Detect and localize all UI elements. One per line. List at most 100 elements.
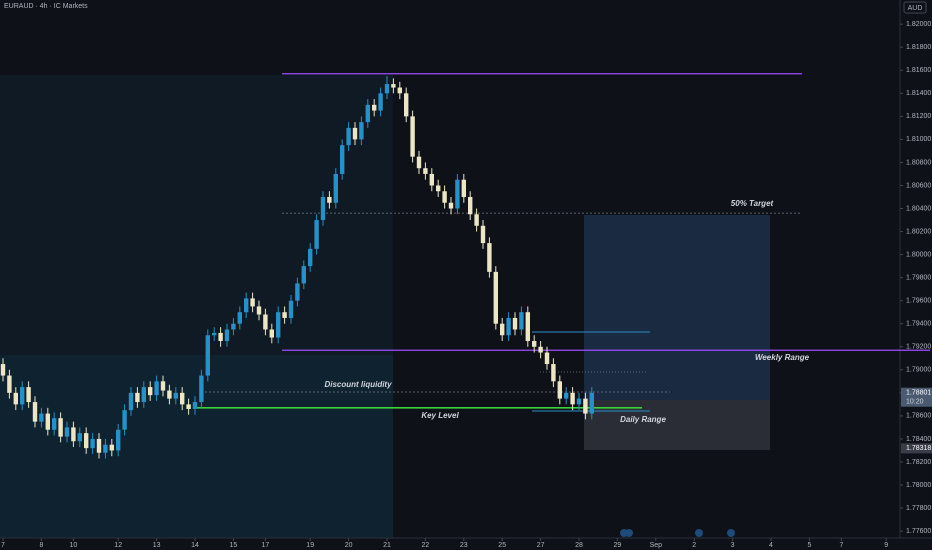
- candle-body: [538, 346, 543, 353]
- candle-body: [461, 179, 466, 197]
- candle-body: [26, 387, 31, 403]
- candle-body: [218, 332, 223, 342]
- candle-body: [224, 329, 230, 342]
- event-icon[interactable]: [625, 529, 633, 537]
- candle-body: [231, 323, 236, 330]
- candle-body: [52, 418, 57, 430]
- candle-body: [173, 392, 178, 399]
- candle-body: [13, 392, 18, 405]
- candle-body: [244, 298, 249, 313]
- x-tick-label: 19: [306, 542, 314, 549]
- candle-body: [160, 381, 166, 391]
- y-tick-label: 1.80400: [906, 205, 931, 212]
- candle-body: [448, 202, 454, 209]
- x-tick-label: 25: [498, 542, 506, 549]
- x-tick-label: 4: [769, 542, 773, 549]
- candle-body: [576, 398, 582, 405]
- candle-body: [84, 433, 89, 449]
- y-tick-label: 1.77800: [906, 505, 931, 512]
- candle-body: [512, 317, 518, 330]
- candle-body: [327, 196, 332, 203]
- candle-body: [436, 185, 441, 192]
- candle-body: [468, 196, 473, 215]
- candle-body: [180, 392, 185, 405]
- candle-body: [429, 173, 434, 186]
- candle-body: [96, 438, 102, 453]
- candle-body: [212, 332, 217, 336]
- y-tick-label: 1.81200: [906, 113, 931, 120]
- y-tick-label: 1.81800: [906, 44, 931, 51]
- candle-body: [416, 156, 422, 169]
- event-icon[interactable]: [727, 529, 735, 537]
- event-icon[interactable]: [695, 529, 703, 537]
- candle-body: [256, 306, 262, 315]
- candle-body: [480, 225, 486, 244]
- annotation: Key Level: [421, 411, 459, 420]
- price-label: 1.78801: [906, 390, 931, 397]
- candle-body: [314, 220, 319, 249]
- y-tick-label: 1.80600: [906, 182, 931, 189]
- y-tick-label: 1.79800: [906, 274, 931, 281]
- candle-body: [301, 266, 306, 284]
- candle-body: [346, 127, 351, 146]
- candle-body: [148, 387, 153, 396]
- y-tick-label: 1.80800: [906, 159, 931, 166]
- candle-body: [365, 104, 370, 123]
- y-tick-label: 1.78400: [906, 436, 931, 443]
- candle-body: [525, 312, 530, 342]
- y-tick-label: 1.80000: [906, 251, 931, 258]
- candle-body: [352, 127, 358, 140]
- x-tick-label: 2: [692, 542, 696, 549]
- candle-body: [564, 392, 569, 399]
- x-tick-label: 14: [191, 542, 199, 549]
- currency-box: [903, 1, 927, 14]
- candle-body: [154, 381, 159, 396]
- candle-body: [340, 145, 345, 174]
- x-tick-label: 12: [114, 542, 122, 549]
- price-axis: [900, 0, 932, 550]
- candle-body: [71, 427, 76, 442]
- shaded-region: [0, 355, 393, 538]
- price-label-box: [901, 387, 932, 407]
- candle-body: [372, 104, 377, 111]
- x-tick-label: 22: [422, 542, 430, 549]
- candle-body: [487, 243, 492, 272]
- candle-body: [263, 314, 268, 330]
- y-tick-label: 1.78600: [906, 413, 931, 420]
- candle-body: [64, 427, 70, 437]
- x-tick-label: 5: [807, 542, 811, 549]
- x-tick-label: 15: [230, 542, 238, 549]
- candle-body: [109, 444, 114, 451]
- candle-body: [359, 122, 364, 140]
- target-box: [584, 215, 770, 400]
- candle-body: [0, 364, 6, 376]
- x-tick-label: 8: [39, 542, 43, 549]
- candle-body: [135, 392, 140, 403]
- price-label-box: [901, 443, 932, 454]
- y-tick-label: 1.77600: [906, 528, 931, 535]
- candle-body: [308, 248, 313, 267]
- chart-title: EURAUD · 4h · IC Markets: [4, 3, 88, 10]
- x-tick-label: 10: [70, 542, 78, 549]
- countdown: 10:20: [906, 399, 924, 406]
- candle-body: [45, 413, 50, 430]
- candle-body: [391, 84, 396, 88]
- candle-body: [474, 214, 479, 226]
- candle-body: [583, 398, 588, 414]
- candle-body: [116, 429, 121, 451]
- candle-body: [192, 402, 198, 409]
- candle-body: [500, 323, 505, 336]
- candle-body: [557, 381, 562, 399]
- x-tick-label: 7: [839, 542, 843, 549]
- currency: AUD: [908, 5, 923, 12]
- candle-body: [288, 300, 294, 318]
- candle-body: [455, 179, 460, 209]
- y-tick-label: 1.81000: [906, 136, 931, 143]
- x-tick-label: 28: [575, 542, 583, 549]
- candle-body: [269, 329, 274, 338]
- candle-body: [442, 191, 447, 203]
- x-tick-label: 7: [1, 542, 5, 549]
- candle-body: [493, 271, 498, 324]
